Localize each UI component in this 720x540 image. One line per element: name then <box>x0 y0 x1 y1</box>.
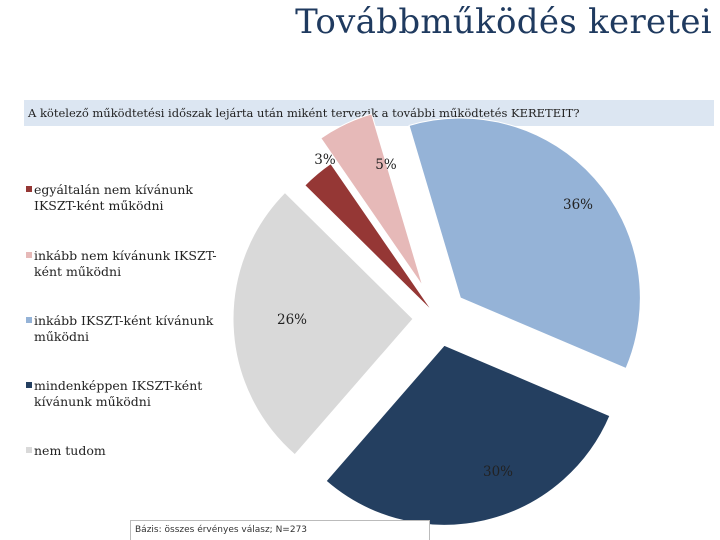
legend-label: egyáltalán nem kívánunk IKSZT-ként működ… <box>34 182 193 213</box>
legend-item: nem tudom <box>26 443 226 459</box>
question-banner: A kötelező működtetési időszak lejárta u… <box>24 100 714 126</box>
question-text: A kötelező működtetési időszak lejárta u… <box>28 106 580 120</box>
pie-slice <box>325 344 611 526</box>
pie-slice <box>232 191 414 456</box>
legend-swatch <box>26 317 32 323</box>
pie-slice <box>408 117 641 370</box>
slice-label: 3% <box>314 152 336 168</box>
legend-swatch <box>26 252 32 258</box>
slice-label: 30% <box>483 464 513 480</box>
slice-label: 26% <box>277 312 307 328</box>
legend-item: egyáltalán nem kívánunk IKSZT-ként működ… <box>26 182 226 214</box>
legend-item: inkább IKSZT-ként kívánunk működni <box>26 313 226 345</box>
legend-label: inkább nem kívánunk IKSZT-ként működni <box>34 248 217 279</box>
legend-swatch <box>26 382 32 388</box>
slice-label: 5% <box>375 157 397 173</box>
slide-title: Továbbműködés keretei <box>295 2 712 42</box>
pie-slice <box>304 162 434 313</box>
legend-swatch <box>26 447 32 453</box>
legend-label: nem tudom <box>34 443 106 458</box>
legend-label: inkább IKSZT-ként kívánunk működni <box>34 313 214 344</box>
legend-swatch <box>26 186 32 192</box>
pie-slice <box>320 113 424 287</box>
legend-item: mindenképpen IKSZT-ként kívánunk működni <box>26 378 226 410</box>
legend-label: mindenképpen IKSZT-ként kívánunk működni <box>34 378 203 409</box>
slice-label: 36% <box>563 197 593 213</box>
base-note: Bázis: összes érvényes válasz; N=273 <box>130 520 430 540</box>
legend-item: inkább nem kívánunk IKSZT-ként működni <box>26 248 226 280</box>
